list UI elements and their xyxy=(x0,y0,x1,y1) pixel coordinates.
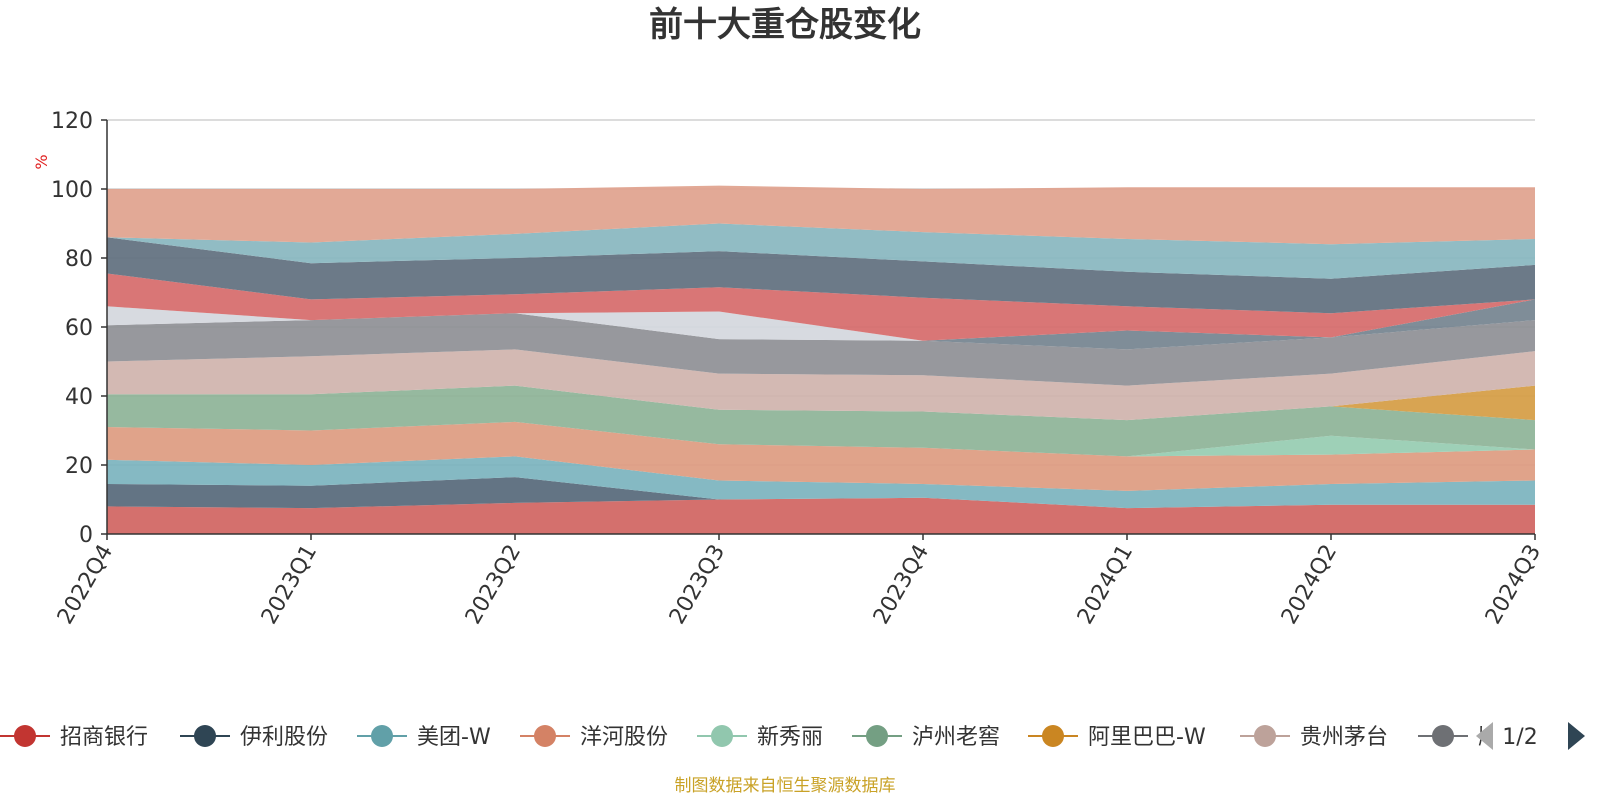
area-series-5[interactable] xyxy=(107,385,1535,457)
area-series-12[interactable] xyxy=(107,237,1535,314)
area-series-8[interactable] xyxy=(107,313,1535,386)
legend-marker xyxy=(1432,725,1454,747)
legend-item-5[interactable]: 泸州老窖 xyxy=(852,725,1000,750)
area-series-3[interactable] xyxy=(107,421,1535,491)
next-page-icon[interactable] xyxy=(1568,722,1585,750)
legend-label: 伊利股份 xyxy=(240,725,328,750)
chart-title: 前十大重仓股变化 xyxy=(649,5,921,45)
y-tick-label: 120 xyxy=(51,109,93,134)
area-series-7[interactable] xyxy=(107,349,1535,421)
legend-marker xyxy=(534,725,556,747)
legend-label: 美团-W xyxy=(417,725,491,750)
legend-label: 新秀丽 xyxy=(757,725,823,750)
legend-label: 贵州茅台 xyxy=(1300,725,1388,750)
legend-marker xyxy=(1254,725,1276,747)
x-tick-label: 2022Q4 xyxy=(53,541,118,629)
x-tick-label: 2023Q3 xyxy=(665,541,730,629)
legend-marker xyxy=(371,725,393,747)
x-tick-label: 2024Q3 xyxy=(1481,541,1546,629)
legend-label: 阿里巴巴-W xyxy=(1088,725,1206,750)
legend-item-4[interactable]: 新秀丽 xyxy=(697,725,823,750)
legend-marker xyxy=(866,725,888,747)
area-series-4[interactable] xyxy=(107,421,1535,457)
area-series-11[interactable] xyxy=(107,273,1535,341)
y-tick-label: 60 xyxy=(65,316,93,341)
legend-item-7[interactable]: 贵州茅台 xyxy=(1240,725,1388,750)
legend-label: 洋河股份 xyxy=(580,725,668,750)
legend-label: 泸州老窖 xyxy=(912,725,1000,750)
x-tick-label: 2023Q1 xyxy=(257,541,322,629)
prev-page-icon[interactable] xyxy=(1476,722,1493,750)
legend-page-indicator: 1/2 xyxy=(1502,725,1537,750)
y-tick-label: 100 xyxy=(51,178,93,203)
legend-marker xyxy=(711,725,733,747)
x-tick-label: 2023Q2 xyxy=(461,541,526,629)
legend-pager: 1/2 xyxy=(1476,722,1585,750)
area-series xyxy=(107,185,1535,534)
legend-item-2[interactable]: 美团-W xyxy=(357,725,491,750)
y-tick-label: 0 xyxy=(79,523,93,548)
area-series-0[interactable] xyxy=(107,497,1535,534)
legend-marker xyxy=(194,725,216,747)
legend-marker xyxy=(14,725,36,747)
area-series-9[interactable] xyxy=(107,306,1535,350)
legend-item-1[interactable]: 伊利股份 xyxy=(180,725,328,750)
x-tick-label: 2024Q1 xyxy=(1073,541,1138,629)
legend-marker xyxy=(1042,725,1064,747)
area-series-10[interactable] xyxy=(107,299,1535,350)
data-source-footer: 制图数据来自恒生聚源数据库 xyxy=(675,776,896,796)
y-tick-label: 80 xyxy=(65,247,93,272)
area-series-1[interactable] xyxy=(107,477,1535,509)
area-series-13[interactable] xyxy=(107,223,1535,279)
legend-item-3[interactable]: 洋河股份 xyxy=(520,725,668,750)
y-unit-label: % xyxy=(32,154,51,169)
legend-label: 招商银行 xyxy=(60,725,148,750)
x-tick-label: 2024Q2 xyxy=(1277,541,1342,629)
legend-item-0[interactable]: 招商银行 xyxy=(0,725,148,750)
y-tick-label: 40 xyxy=(65,385,93,410)
y-tick-label: 20 xyxy=(65,454,93,479)
area-series-14[interactable] xyxy=(107,185,1535,245)
legend-item-6[interactable]: 阿里巴巴-W xyxy=(1028,725,1206,750)
x-tick-label: 2023Q4 xyxy=(869,541,934,629)
